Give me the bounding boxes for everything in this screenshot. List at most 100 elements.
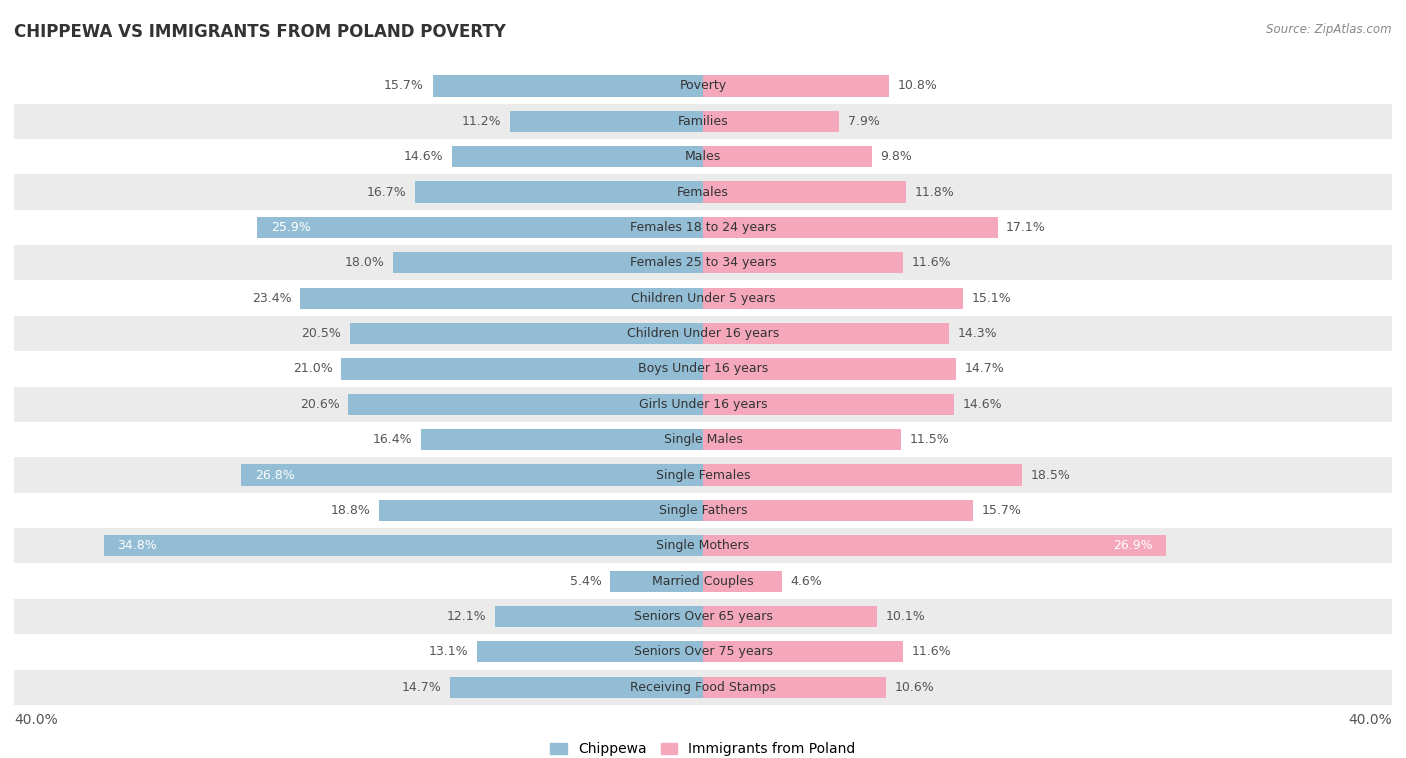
Bar xyxy=(14,422,1392,457)
Text: Single Mothers: Single Mothers xyxy=(657,539,749,553)
Bar xyxy=(14,210,1392,245)
Text: Males: Males xyxy=(685,150,721,163)
Bar xyxy=(242,465,703,486)
Text: Females: Females xyxy=(678,186,728,199)
Bar xyxy=(14,139,1392,174)
Bar xyxy=(14,563,1392,599)
Text: 25.9%: 25.9% xyxy=(271,221,311,234)
Bar xyxy=(703,146,872,168)
Text: Single Fathers: Single Fathers xyxy=(659,504,747,517)
Bar xyxy=(349,393,703,415)
Bar xyxy=(703,465,1022,486)
Bar xyxy=(299,287,703,309)
Text: Families: Families xyxy=(678,114,728,128)
Text: 10.8%: 10.8% xyxy=(897,80,938,92)
Bar xyxy=(703,606,877,627)
Bar xyxy=(703,217,997,238)
Text: Girls Under 16 years: Girls Under 16 years xyxy=(638,398,768,411)
Text: Single Females: Single Females xyxy=(655,468,751,481)
Text: 10.6%: 10.6% xyxy=(894,681,934,694)
Text: 26.8%: 26.8% xyxy=(256,468,295,481)
Bar xyxy=(703,359,956,380)
Text: 10.1%: 10.1% xyxy=(886,610,925,623)
Text: 16.4%: 16.4% xyxy=(373,433,412,446)
Bar xyxy=(14,104,1392,139)
Text: Children Under 16 years: Children Under 16 years xyxy=(627,327,779,340)
Bar xyxy=(703,181,907,202)
Text: Boys Under 16 years: Boys Under 16 years xyxy=(638,362,768,375)
Text: 5.4%: 5.4% xyxy=(569,575,602,587)
Text: 11.5%: 11.5% xyxy=(910,433,949,446)
Bar xyxy=(14,316,1392,351)
Text: 12.1%: 12.1% xyxy=(446,610,486,623)
Text: 14.7%: 14.7% xyxy=(965,362,1004,375)
Bar xyxy=(14,351,1392,387)
Text: Source: ZipAtlas.com: Source: ZipAtlas.com xyxy=(1267,23,1392,36)
Bar xyxy=(14,387,1392,422)
Bar xyxy=(610,571,703,592)
Bar xyxy=(14,280,1392,316)
Bar xyxy=(703,500,973,521)
Text: 7.9%: 7.9% xyxy=(848,114,880,128)
Text: Single Males: Single Males xyxy=(664,433,742,446)
Text: 14.6%: 14.6% xyxy=(963,398,1002,411)
Bar xyxy=(14,669,1392,705)
Text: Children Under 5 years: Children Under 5 years xyxy=(631,292,775,305)
Legend: Chippewa, Immigrants from Poland: Chippewa, Immigrants from Poland xyxy=(544,737,862,758)
Bar xyxy=(703,429,901,450)
Bar xyxy=(392,252,703,274)
Text: Poverty: Poverty xyxy=(679,80,727,92)
Text: 16.7%: 16.7% xyxy=(367,186,406,199)
Text: 26.9%: 26.9% xyxy=(1114,539,1153,553)
Text: 11.6%: 11.6% xyxy=(911,645,950,659)
Bar xyxy=(703,535,1167,556)
Bar xyxy=(342,359,703,380)
Bar xyxy=(703,287,963,309)
Text: 4.6%: 4.6% xyxy=(790,575,823,587)
Text: Females 25 to 34 years: Females 25 to 34 years xyxy=(630,256,776,269)
Text: 11.8%: 11.8% xyxy=(915,186,955,199)
Text: 17.1%: 17.1% xyxy=(1007,221,1046,234)
Bar xyxy=(14,634,1392,669)
Bar xyxy=(703,252,903,274)
Bar xyxy=(14,245,1392,280)
Text: 20.5%: 20.5% xyxy=(301,327,342,340)
Text: 20.6%: 20.6% xyxy=(299,398,340,411)
Text: 15.1%: 15.1% xyxy=(972,292,1011,305)
Text: CHIPPEWA VS IMMIGRANTS FROM POLAND POVERTY: CHIPPEWA VS IMMIGRANTS FROM POLAND POVER… xyxy=(14,23,506,41)
Bar xyxy=(14,68,1392,104)
Bar xyxy=(14,457,1392,493)
Bar xyxy=(451,146,703,168)
Text: Seniors Over 65 years: Seniors Over 65 years xyxy=(634,610,772,623)
Bar xyxy=(703,677,886,698)
Bar xyxy=(380,500,703,521)
Text: 21.0%: 21.0% xyxy=(292,362,333,375)
Bar xyxy=(703,111,839,132)
Bar xyxy=(703,571,782,592)
Text: 15.7%: 15.7% xyxy=(384,80,425,92)
Bar xyxy=(14,599,1392,634)
Bar xyxy=(703,393,955,415)
Bar xyxy=(433,75,703,96)
Text: 18.0%: 18.0% xyxy=(344,256,384,269)
Text: 13.1%: 13.1% xyxy=(429,645,468,659)
Text: Females 18 to 24 years: Females 18 to 24 years xyxy=(630,221,776,234)
Text: 34.8%: 34.8% xyxy=(117,539,157,553)
Text: 40.0%: 40.0% xyxy=(1348,713,1392,727)
Bar xyxy=(420,429,703,450)
Bar xyxy=(703,323,949,344)
Text: 18.5%: 18.5% xyxy=(1031,468,1070,481)
Text: 15.7%: 15.7% xyxy=(981,504,1022,517)
Text: Receiving Food Stamps: Receiving Food Stamps xyxy=(630,681,776,694)
Bar xyxy=(478,641,703,662)
Bar xyxy=(703,75,889,96)
Bar xyxy=(703,641,903,662)
Text: Married Couples: Married Couples xyxy=(652,575,754,587)
Bar xyxy=(350,323,703,344)
Bar xyxy=(450,677,703,698)
Bar xyxy=(104,535,703,556)
Bar xyxy=(14,174,1392,210)
Text: 18.8%: 18.8% xyxy=(330,504,371,517)
Bar xyxy=(510,111,703,132)
Text: 23.4%: 23.4% xyxy=(252,292,291,305)
